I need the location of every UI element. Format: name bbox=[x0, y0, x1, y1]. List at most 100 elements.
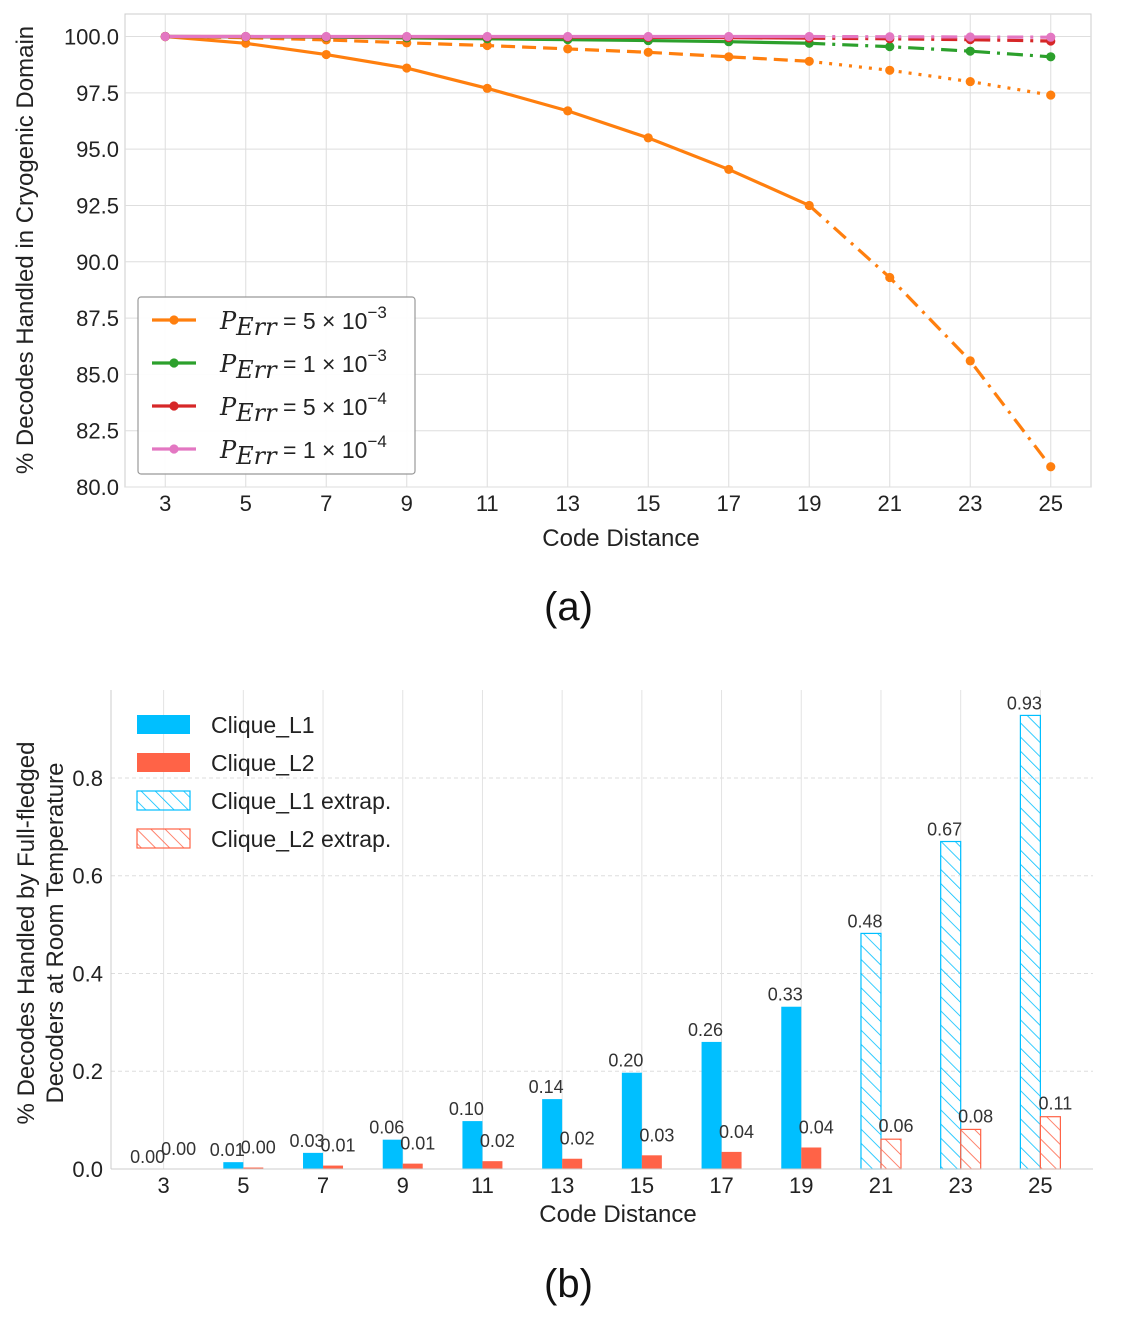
data-point bbox=[241, 31, 251, 42]
data-point bbox=[1046, 462, 1056, 472]
x-tick-label: 13 bbox=[556, 491, 580, 516]
bar-value-label: 0.01 bbox=[320, 1136, 355, 1156]
bar bbox=[402, 1163, 423, 1169]
data-point bbox=[321, 49, 331, 60]
bar-chart: 0.00 0.01 0.030.060.100.140.200.260.330.48… bbox=[13, 690, 1093, 1228]
bar-value-label: 0.00 bbox=[241, 1138, 276, 1158]
bar-value-label: 0.02 bbox=[480, 1131, 515, 1151]
data-point bbox=[965, 46, 975, 56]
y-tick-label: 100.0 bbox=[64, 25, 119, 50]
bars bbox=[223, 714, 1061, 1170]
bar bbox=[303, 1152, 324, 1169]
data-point bbox=[1046, 52, 1056, 62]
data-point bbox=[1046, 32, 1056, 42]
legend-label: Clique_L1 extrap. bbox=[211, 788, 391, 814]
panel-b-caption: (b) bbox=[544, 1262, 593, 1306]
legend: PErr = 5 × 10−3 PErr = 1 × 10−3 PErr = 5 ×… bbox=[137, 296, 416, 475]
bar-value-label: 0.26 bbox=[688, 1020, 723, 1040]
bar-value-label: 0.02 bbox=[560, 1129, 595, 1149]
bar-value-label: 0.20 bbox=[608, 1051, 643, 1071]
x-tick-label: 7 bbox=[317, 1173, 329, 1198]
x-tick-label: 9 bbox=[397, 1173, 409, 1198]
bar-value-label: 0.48 bbox=[847, 911, 882, 931]
x-tick-label: 17 bbox=[709, 1173, 733, 1198]
bar bbox=[701, 1041, 722, 1169]
y-tick-label: 0.0 bbox=[72, 1157, 103, 1182]
bar-value-label: 0.03 bbox=[639, 1125, 674, 1145]
bar-value-label: 0.06 bbox=[878, 1116, 913, 1136]
data-point bbox=[724, 31, 734, 42]
x-tick-label: 19 bbox=[789, 1173, 813, 1198]
x-tick-label: 25 bbox=[1028, 1173, 1052, 1198]
y-tick-label: 92.5 bbox=[76, 193, 119, 218]
data-point bbox=[965, 76, 975, 87]
bar bbox=[323, 1165, 344, 1169]
data-point bbox=[402, 31, 412, 42]
legend-label: PErr = 1 × 10−3 bbox=[219, 346, 387, 384]
y-tick-labels: 80.0 82.5 85.0 87.5 90.0 92.5 95.0 97.5 100.0 bbox=[64, 25, 119, 500]
bar-value-label: 0.00 bbox=[161, 1139, 196, 1159]
bar-extrapolated bbox=[960, 1128, 982, 1170]
x-tick-label: 9 bbox=[401, 491, 413, 516]
data-point bbox=[563, 31, 573, 42]
data-point bbox=[965, 356, 975, 366]
x-tick-label: 25 bbox=[1039, 491, 1063, 516]
x-tick-label: 23 bbox=[958, 491, 982, 516]
data-point bbox=[321, 31, 331, 42]
y-tick-label: 0.8 bbox=[72, 766, 103, 791]
y-tick-label: 95.0 bbox=[76, 137, 119, 162]
data-point bbox=[643, 31, 653, 42]
y-tick-labels: 0.0 0.2 0.4 0.6 0.8 bbox=[72, 766, 103, 1182]
x-tick-label: 11 bbox=[476, 491, 499, 516]
bar-value-label: 0.03 bbox=[289, 1131, 324, 1151]
x-tick-label: 21 bbox=[878, 491, 902, 516]
bar-value-label: 0.04 bbox=[799, 1117, 834, 1137]
data-point bbox=[643, 133, 653, 143]
x-tick-labels: 3 5 7 9 11 13 15 17 19 21 23 25 bbox=[157, 1173, 1052, 1198]
legend-label: Clique_L2 extrap. bbox=[211, 826, 391, 852]
series-line-extrapolated bbox=[808, 204, 1053, 468]
bar-value-label: 0.08 bbox=[958, 1106, 993, 1126]
panel-a-caption: (a) bbox=[544, 585, 593, 629]
bar bbox=[801, 1147, 822, 1169]
series-line-extrapolated bbox=[809, 41, 1051, 59]
x-tick-label: 3 bbox=[159, 491, 171, 516]
bar bbox=[462, 1121, 483, 1169]
bar bbox=[641, 1155, 662, 1169]
y-axis-label-line2: Decoders at Room Temperature bbox=[42, 762, 69, 1103]
legend-label: PErr = 5 × 10−4 bbox=[219, 389, 387, 427]
y-tick-label: 80.0 bbox=[76, 475, 119, 500]
data-point bbox=[563, 44, 573, 54]
y-tick-label: 0.6 bbox=[72, 864, 103, 889]
x-tick-label: 5 bbox=[237, 1173, 249, 1198]
legend-swatch bbox=[136, 790, 191, 811]
bar-extrapolated bbox=[1019, 714, 1041, 1170]
legend-swatch bbox=[136, 828, 191, 849]
bar-extrapolated bbox=[1039, 1116, 1061, 1170]
data-point bbox=[160, 31, 170, 42]
y-tick-label: 82.5 bbox=[76, 419, 119, 444]
x-tick-label: 15 bbox=[636, 491, 660, 516]
legend-marker bbox=[169, 315, 179, 325]
x-tick-label: 21 bbox=[869, 1173, 893, 1198]
bar-value-label: 0.10 bbox=[449, 1099, 484, 1119]
data-point bbox=[804, 31, 814, 42]
bar-value-label: 0.01 bbox=[400, 1134, 435, 1154]
bar-value-label: 0.67 bbox=[927, 820, 962, 840]
bar bbox=[721, 1151, 742, 1169]
line-chart: 80.0 82.5 85.0 87.5 90.0 92.5 95.0 97.5 100.0 3 5… bbox=[12, 13, 1092, 552]
series-points bbox=[160, 31, 1056, 472]
x-tick-labels: 3 5 7 9 11 13 15 17 19 21 23 25 bbox=[159, 491, 1063, 516]
x-tick-label: 7 bbox=[320, 491, 332, 516]
series-line-extrapolated bbox=[809, 34, 1051, 39]
legend-swatch bbox=[137, 715, 190, 734]
bar-value-label: 0.33 bbox=[768, 985, 803, 1005]
y-tick-label: 87.5 bbox=[76, 306, 119, 331]
bar-value-label: 0.14 bbox=[529, 1077, 564, 1097]
legend-label: PErr = 5 × 10−3 bbox=[219, 303, 387, 341]
bar-value-label: 0.04 bbox=[719, 1122, 754, 1142]
plot-area bbox=[111, 690, 1093, 1169]
legend-label: Clique_L1 bbox=[211, 712, 315, 738]
bar-value-label: 0.00 bbox=[130, 1147, 165, 1167]
bar-value-label: 0.06 bbox=[369, 1118, 404, 1138]
